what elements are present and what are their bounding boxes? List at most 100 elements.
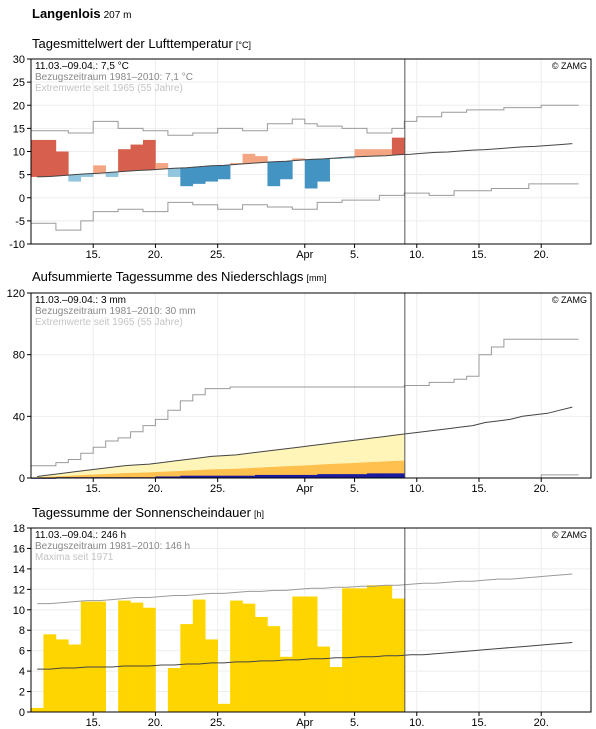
temperature-bar	[292, 158, 306, 161]
x-tick-label: 5.	[350, 249, 359, 261]
sunshine-bar	[55, 639, 69, 712]
y-tick-label: 10	[13, 605, 25, 617]
precipitation-normal-line	[37, 406, 573, 477]
x-tick-label: Apr	[296, 249, 313, 261]
sunshine-unit: [h]	[253, 509, 264, 519]
precipitation-panel-title: Aufsummierte Tagessumme des Niederschlag…	[32, 269, 326, 284]
sunshine-title: Tagessumme der Sonnenscheindauer	[32, 505, 251, 520]
sunshine-bar	[167, 668, 181, 712]
x-tick-label: 10.	[409, 249, 424, 261]
temperature-bar	[93, 165, 106, 174]
temperature-bar	[80, 173, 94, 177]
sunshine-bar	[180, 624, 194, 712]
temperature-bar	[180, 167, 194, 187]
y-tick-label: -10	[9, 239, 25, 251]
temperature-bar	[31, 139, 44, 177]
precipitation-bar	[217, 475, 231, 478]
legend-current-period: 11.03.–09.04.: 7,5 °C	[35, 61, 129, 72]
temperature-bar	[68, 174, 82, 182]
precipitation-bar	[329, 474, 343, 478]
temperature-bar	[130, 144, 144, 171]
precipitation-bar	[230, 475, 243, 478]
precipitation-bar	[292, 474, 306, 478]
y-tick-label: 20	[13, 100, 25, 112]
precipitation-bar	[367, 473, 380, 478]
temperature-bar	[143, 139, 156, 170]
y-tick-label: 2	[19, 687, 25, 699]
y-tick-label: 15	[13, 123, 25, 135]
x-tick-label: 20.	[534, 249, 549, 261]
temperature-bar	[217, 165, 231, 180]
sunshine-bar	[80, 601, 94, 712]
x-tick-label: 5.	[350, 717, 359, 729]
sunshine-bar	[317, 646, 330, 712]
sunshine-bar	[143, 607, 156, 712]
precipitation-title: Aufsummierte Tagessumme des Niederschlag…	[32, 269, 304, 284]
sunshine-bar	[93, 601, 106, 712]
sunshine-bar	[118, 600, 131, 712]
x-tick-label: 15.	[86, 249, 101, 261]
sunshine-bar	[367, 585, 380, 712]
precipitation-bar	[279, 474, 293, 478]
precipitation-bar	[180, 475, 194, 478]
temperature-bar	[242, 153, 256, 164]
sunshine-bar	[68, 644, 82, 712]
precipitation-max-extreme-line	[31, 338, 579, 467]
precipitation-bar	[379, 473, 393, 478]
y-tick-label: -5	[15, 216, 25, 228]
temperature-normal-line	[37, 143, 573, 178]
sunshine-normal-line	[37, 642, 573, 670]
x-tick-label: Apr	[296, 483, 313, 495]
temperature-unit: [°C]	[235, 40, 251, 50]
y-tick-label: 0	[19, 193, 25, 205]
x-tick-label: 20.	[148, 483, 163, 495]
y-tick-label: 12	[13, 584, 25, 596]
temperature-bar	[205, 165, 218, 182]
x-tick-label: 20.	[534, 717, 549, 729]
x-tick-label: 10.	[409, 483, 424, 495]
temperature-bar	[379, 149, 393, 156]
panel-sunshine: 0 2 4 6 8 10 12 14 16 18 15. 20. 25. Apr 5. 10. 15. 20. 11…	[13, 523, 592, 729]
precipitation-bar	[205, 475, 218, 478]
station-name: Langenlois	[32, 6, 101, 21]
temperature-bar	[230, 163, 243, 165]
temperature-bar	[192, 166, 206, 184]
precipitation-bar	[391, 473, 405, 478]
sunshine-bar	[354, 588, 368, 712]
copyright-label: © ZAMG	[552, 61, 587, 71]
sunshine-bar	[217, 703, 231, 712]
precipitation-bar	[267, 474, 281, 478]
y-tick-label: 8	[19, 625, 25, 637]
y-tick-label: 0	[19, 473, 25, 485]
temperature-bar	[255, 156, 268, 163]
sunshine-maxima-line	[37, 573, 573, 605]
sunshine-bar	[329, 667, 343, 712]
sunshine-bar	[242, 603, 256, 712]
sunshine-bar	[342, 588, 355, 712]
temperature-bar	[155, 163, 169, 170]
temperature-bar	[317, 158, 330, 182]
temperature-bar	[342, 157, 355, 159]
precipitation-unit: [mm]	[306, 273, 327, 283]
x-tick-label: 10.	[409, 717, 424, 729]
x-tick-label: 15.	[471, 249, 486, 261]
precipitation-bar	[167, 476, 181, 478]
panel-precipitation: 0 40 80 120 15. 20. 25. Apr 5. 10. 15. 20. 11.03.–09…	[7, 288, 592, 495]
plot-frame	[30, 292, 592, 479]
plot-frame	[30, 527, 592, 713]
y-tick-label: 4	[19, 666, 25, 678]
temperature-bar	[167, 168, 181, 177]
precipitation-bar	[342, 474, 355, 478]
temperature-bar	[354, 149, 368, 157]
y-tick-label: 40	[13, 411, 25, 423]
panel-temperature: -10 -5 0 5 10 15 20 25 30 15. 20. 25. Apr 5. 10. 15. 20.…	[9, 54, 592, 261]
y-tick-label: 25	[13, 77, 25, 89]
legend-extremes: Extremwerte seit 1965 (55 Jahre)	[35, 317, 183, 328]
x-tick-label: 20.	[148, 249, 163, 261]
precipitation-bar	[317, 474, 330, 478]
sunshine-bar	[230, 600, 243, 712]
y-tick-label: 80	[13, 350, 25, 362]
precipitation-bar	[155, 476, 169, 478]
x-tick-label: 15.	[471, 717, 486, 729]
temperature-bar	[279, 161, 293, 180]
